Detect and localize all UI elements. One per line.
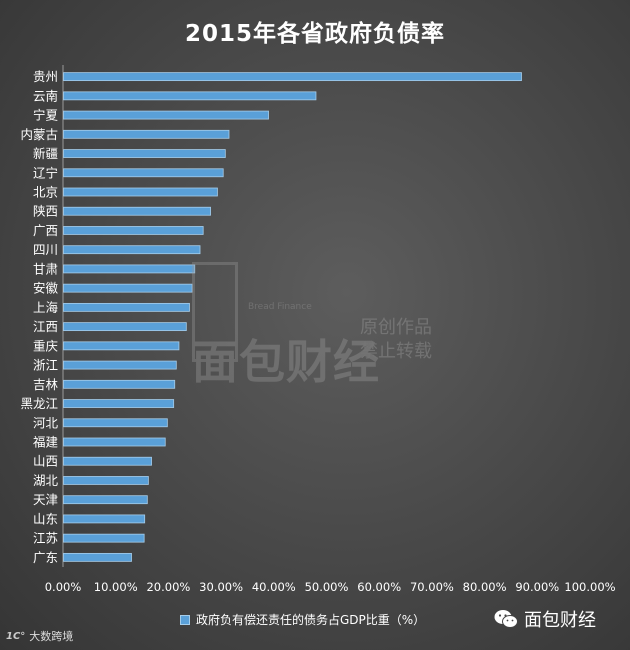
category-label: 广东	[33, 550, 58, 565]
category-label: 上海	[33, 300, 59, 315]
watermark-line-2: 禁止转载	[360, 341, 432, 362]
watermark-english: Bread Finance	[248, 302, 312, 312]
x-tick-label: 50.00%	[305, 580, 349, 594]
x-tick-label: 80.00%	[463, 580, 507, 594]
bar	[63, 226, 204, 235]
bar	[63, 322, 187, 332]
category-label: 安徽	[33, 281, 59, 296]
bar	[63, 476, 149, 485]
category-label: 湖北	[33, 473, 59, 488]
bar	[63, 533, 145, 543]
category-label: 山东	[33, 511, 58, 526]
bar	[63, 129, 230, 139]
category-label: 天津	[33, 492, 58, 507]
bar	[63, 341, 180, 351]
x-tick-label: 30.00%	[199, 580, 243, 594]
brand: 面包财经	[494, 606, 596, 632]
category-label: 陕西	[33, 204, 58, 219]
category-label: 福建	[33, 435, 59, 450]
category-label: 北京	[33, 185, 58, 200]
watermark-logo-text: 面包财经	[192, 335, 380, 389]
legend-swatch	[180, 614, 190, 625]
bar	[63, 168, 224, 178]
x-tick-label: 20.00%	[146, 580, 190, 594]
bar	[63, 72, 522, 82]
category-label: 内蒙古	[20, 127, 58, 142]
chart-title: 2015年各省政府负债率	[184, 21, 445, 47]
brand-name: 面包财经	[524, 610, 596, 631]
category-label: 四川	[33, 242, 58, 257]
source: 1C° 大数跨境	[6, 628, 73, 644]
bar	[63, 379, 176, 389]
category-label: 云南	[33, 88, 58, 103]
category-label: 新疆	[33, 146, 58, 161]
source-text: 大数跨境	[29, 630, 74, 643]
bar	[63, 91, 317, 101]
category-label: 山西	[33, 454, 58, 469]
legend: 政府负有偿还责任的债务占GDP比重（%）	[180, 611, 425, 628]
bar	[63, 399, 175, 408]
bar	[63, 514, 146, 524]
bar	[63, 264, 196, 274]
wechat-icon	[494, 610, 518, 628]
category-label: 江西	[33, 319, 58, 334]
category-label: 贵州	[33, 69, 58, 84]
bar	[63, 456, 152, 466]
category-label: 宁夏	[33, 108, 59, 123]
bar	[63, 187, 218, 197]
category-label: 浙江	[33, 358, 58, 373]
bar	[63, 302, 190, 312]
bar	[63, 418, 168, 428]
category-label: 河北	[33, 415, 59, 430]
x-tick-label: 10.00%	[94, 580, 138, 594]
bar	[63, 552, 132, 562]
legend-label: 政府负有偿还责任的债务占GDP比重（%）	[196, 613, 426, 627]
category-label: 吉林	[33, 377, 59, 392]
dashu-logo-icon: 1C°	[6, 630, 26, 642]
category-label: 江苏	[33, 531, 58, 546]
bar	[63, 437, 166, 447]
category-label: 重庆	[33, 338, 59, 353]
bar	[63, 245, 201, 255]
watermark-notice: 原创作品 禁止转载	[360, 316, 470, 364]
x-tick-label: 70.00%	[410, 580, 454, 594]
x-tick-label: 90.00%	[515, 580, 559, 594]
x-tick-label: 100.00%	[564, 580, 615, 594]
category-label: 甘肃	[33, 261, 58, 276]
bar	[63, 149, 226, 158]
x-tick-label: 60.00%	[357, 580, 401, 594]
x-tick-label: 40.00%	[252, 580, 296, 594]
watermark-logo-box	[192, 262, 238, 362]
bar	[63, 283, 193, 293]
bar	[63, 360, 177, 370]
bar	[63, 495, 148, 505]
bar	[63, 206, 211, 216]
category-label: 辽宁	[33, 165, 58, 180]
category-label: 黑龙江	[20, 396, 58, 411]
x-tick-label: 0.00%	[45, 580, 82, 594]
watermark: 面包财经 Bread Finance 原创作品 禁止转载	[192, 262, 472, 389]
watermark-line-1: 原创作品	[360, 317, 432, 338]
bar	[63, 110, 269, 120]
category-label: 广西	[33, 223, 58, 238]
